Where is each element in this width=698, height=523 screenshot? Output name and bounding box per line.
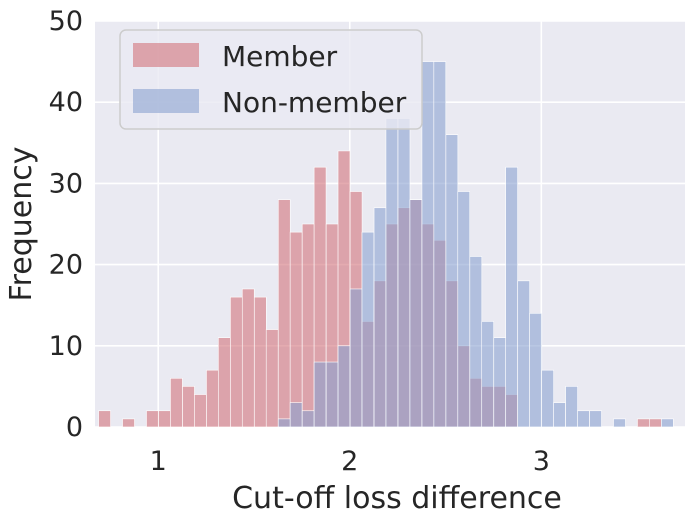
y-tick-labels: 0 10 20 30 40 50 [49, 6, 83, 443]
bar-member-0.845 [122, 418, 135, 428]
bar-non-member-3.158 [565, 386, 578, 428]
bar-non-member-3.095 [553, 402, 566, 428]
bar-non-member-1.908 [325, 361, 339, 428]
bar-member-3.595 [649, 418, 662, 428]
bar-non-member-1.783 [301, 410, 315, 428]
bar-non-member-2.22 [385, 118, 399, 428]
bar-non-member-3.283 [589, 410, 602, 428]
y-tick-label-20: 20 [49, 250, 83, 281]
bar-member-1.22 [194, 394, 207, 428]
bar-non-member-2.845 [505, 166, 518, 428]
y-tick-label-50: 50 [49, 6, 83, 37]
bar-non-member-2.658 [469, 256, 483, 428]
x-axis-title: Cut-off loss difference [232, 481, 562, 516]
legend-swatch-member [133, 43, 199, 67]
bar-member-1.158 [182, 386, 195, 428]
bar-member-1.658 [277, 199, 291, 428]
bar-non-member-2.783 [493, 337, 507, 428]
legend-label-non-member: Non-member [222, 86, 407, 119]
y-tick-label-30: 30 [49, 168, 83, 199]
bar-member-1.345 [218, 337, 231, 428]
bar-non-member-3.22 [577, 410, 590, 428]
bar-non-member-2.158 [373, 207, 387, 428]
y-tick-label-10: 10 [49, 331, 83, 362]
bar-non-member-2.908 [517, 280, 530, 428]
bar-member-0.97 [146, 410, 159, 428]
bar-member-1.408 [230, 296, 243, 428]
x-tick-labels: 1 2 3 [150, 446, 550, 477]
bar-non-member-2.095 [361, 231, 375, 428]
bar-member-1.533 [254, 296, 267, 428]
bar-non-member-3.658 [661, 418, 674, 428]
y-tick-label-0: 0 [66, 412, 83, 443]
bar-non-member-1.72 [289, 402, 303, 428]
bar-non-member-1.97 [337, 345, 351, 428]
bar-member-1.72 [289, 231, 303, 428]
bar-non-member-1.658 [277, 418, 291, 428]
bar-non-member-3.033 [541, 369, 554, 428]
x-tick-label-1: 1 [150, 446, 167, 477]
bar-member-1.033 [158, 410, 171, 428]
bar-non-member-2.408 [421, 61, 435, 428]
bar-non-member-2.72 [481, 321, 494, 428]
bar-member-1.283 [206, 369, 219, 428]
legend: Member Non-member [119, 29, 423, 130]
bar-non-member-2.533 [445, 134, 459, 428]
legend-swatch-non-member [133, 89, 199, 113]
bar-non-member-2.47 [433, 61, 447, 428]
bar-member-1.595 [265, 329, 279, 428]
x-tick-label-3: 3 [533, 446, 550, 477]
x-tick-label-2: 2 [341, 446, 358, 477]
bar-non-member-1.845 [313, 361, 327, 428]
bar-non-member-3.408 [613, 418, 626, 428]
y-tick-label-40: 40 [49, 87, 83, 118]
legend-label-member: Member [222, 40, 338, 73]
non-member-bars [277, 61, 674, 428]
bar-member-3.533 [637, 418, 650, 428]
bar-non-member-2.345 [409, 199, 423, 428]
bar-non-member-2.97 [529, 313, 542, 428]
bar-non-member-2.033 [349, 288, 363, 428]
y-axis-title: Frequency [4, 147, 39, 302]
bar-member-1.095 [170, 377, 183, 428]
bar-member-0.72 [98, 410, 111, 428]
bar-non-member-2.595 [457, 191, 471, 428]
bar-member-1.783 [301, 223, 315, 428]
bar-member-1.47 [241, 288, 255, 428]
bar-non-member-2.283 [397, 118, 411, 428]
